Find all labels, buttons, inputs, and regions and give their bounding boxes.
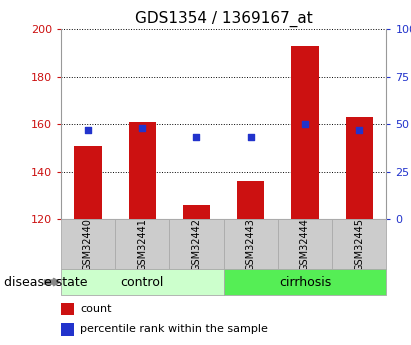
Text: GSM32441: GSM32441 xyxy=(137,218,147,270)
Bar xyxy=(224,269,386,295)
Point xyxy=(247,135,254,140)
Point xyxy=(193,135,200,140)
Text: GSM32443: GSM32443 xyxy=(246,218,256,270)
Point xyxy=(139,125,145,131)
Text: count: count xyxy=(81,304,112,314)
Bar xyxy=(61,303,74,315)
Bar xyxy=(346,117,373,219)
Text: GSM32442: GSM32442 xyxy=(192,218,201,270)
Point xyxy=(356,127,363,132)
Bar xyxy=(61,269,224,295)
Title: GDS1354 / 1369167_at: GDS1354 / 1369167_at xyxy=(135,10,312,27)
Bar xyxy=(278,219,332,269)
Text: GSM32445: GSM32445 xyxy=(354,218,364,270)
Bar xyxy=(169,219,224,269)
Bar xyxy=(74,146,102,219)
Text: GSM32444: GSM32444 xyxy=(300,218,310,270)
Bar xyxy=(183,205,210,219)
Point xyxy=(302,121,308,127)
Text: GSM32440: GSM32440 xyxy=(83,218,93,270)
Text: cirrhosis: cirrhosis xyxy=(279,276,331,288)
Bar xyxy=(115,219,169,269)
Bar xyxy=(332,219,386,269)
Bar xyxy=(61,323,74,336)
Bar xyxy=(224,219,278,269)
Bar xyxy=(291,46,319,219)
Text: control: control xyxy=(120,276,164,288)
Point xyxy=(85,127,91,132)
Bar xyxy=(61,219,115,269)
Bar xyxy=(237,181,264,219)
Text: percentile rank within the sample: percentile rank within the sample xyxy=(81,325,268,334)
Bar xyxy=(129,122,156,219)
Text: disease state: disease state xyxy=(4,276,88,288)
